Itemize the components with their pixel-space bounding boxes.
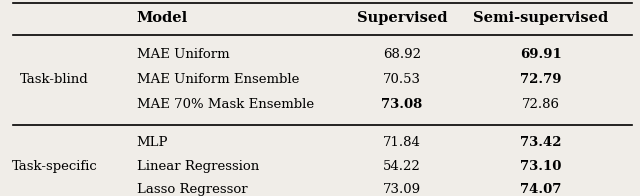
Text: 74.07: 74.07 — [520, 183, 561, 196]
Text: MAE Uniform Ensemble: MAE Uniform Ensemble — [136, 73, 299, 86]
Text: Task-specific: Task-specific — [12, 160, 97, 172]
Text: MAE Uniform: MAE Uniform — [136, 48, 229, 61]
Text: 73.10: 73.10 — [520, 160, 561, 172]
Text: 70.53: 70.53 — [383, 73, 420, 86]
Text: Lasso Regressor: Lasso Regressor — [136, 183, 247, 196]
Text: 72.86: 72.86 — [522, 98, 560, 111]
Text: 73.08: 73.08 — [381, 98, 422, 111]
Text: 68.92: 68.92 — [383, 48, 420, 61]
Text: Semi-supervised: Semi-supervised — [473, 11, 609, 24]
Text: Model: Model — [136, 11, 188, 24]
Text: 69.91: 69.91 — [520, 48, 561, 61]
Text: 73.42: 73.42 — [520, 136, 561, 149]
Text: 72.79: 72.79 — [520, 73, 561, 86]
Text: Linear Regression: Linear Regression — [136, 160, 259, 172]
Text: 73.09: 73.09 — [383, 183, 421, 196]
Text: Task-blind: Task-blind — [20, 73, 89, 86]
Text: 54.22: 54.22 — [383, 160, 420, 172]
Text: Supervised: Supervised — [356, 11, 447, 24]
Text: MAE 70% Mask Ensemble: MAE 70% Mask Ensemble — [136, 98, 314, 111]
Text: 71.84: 71.84 — [383, 136, 420, 149]
Text: MLP: MLP — [136, 136, 168, 149]
